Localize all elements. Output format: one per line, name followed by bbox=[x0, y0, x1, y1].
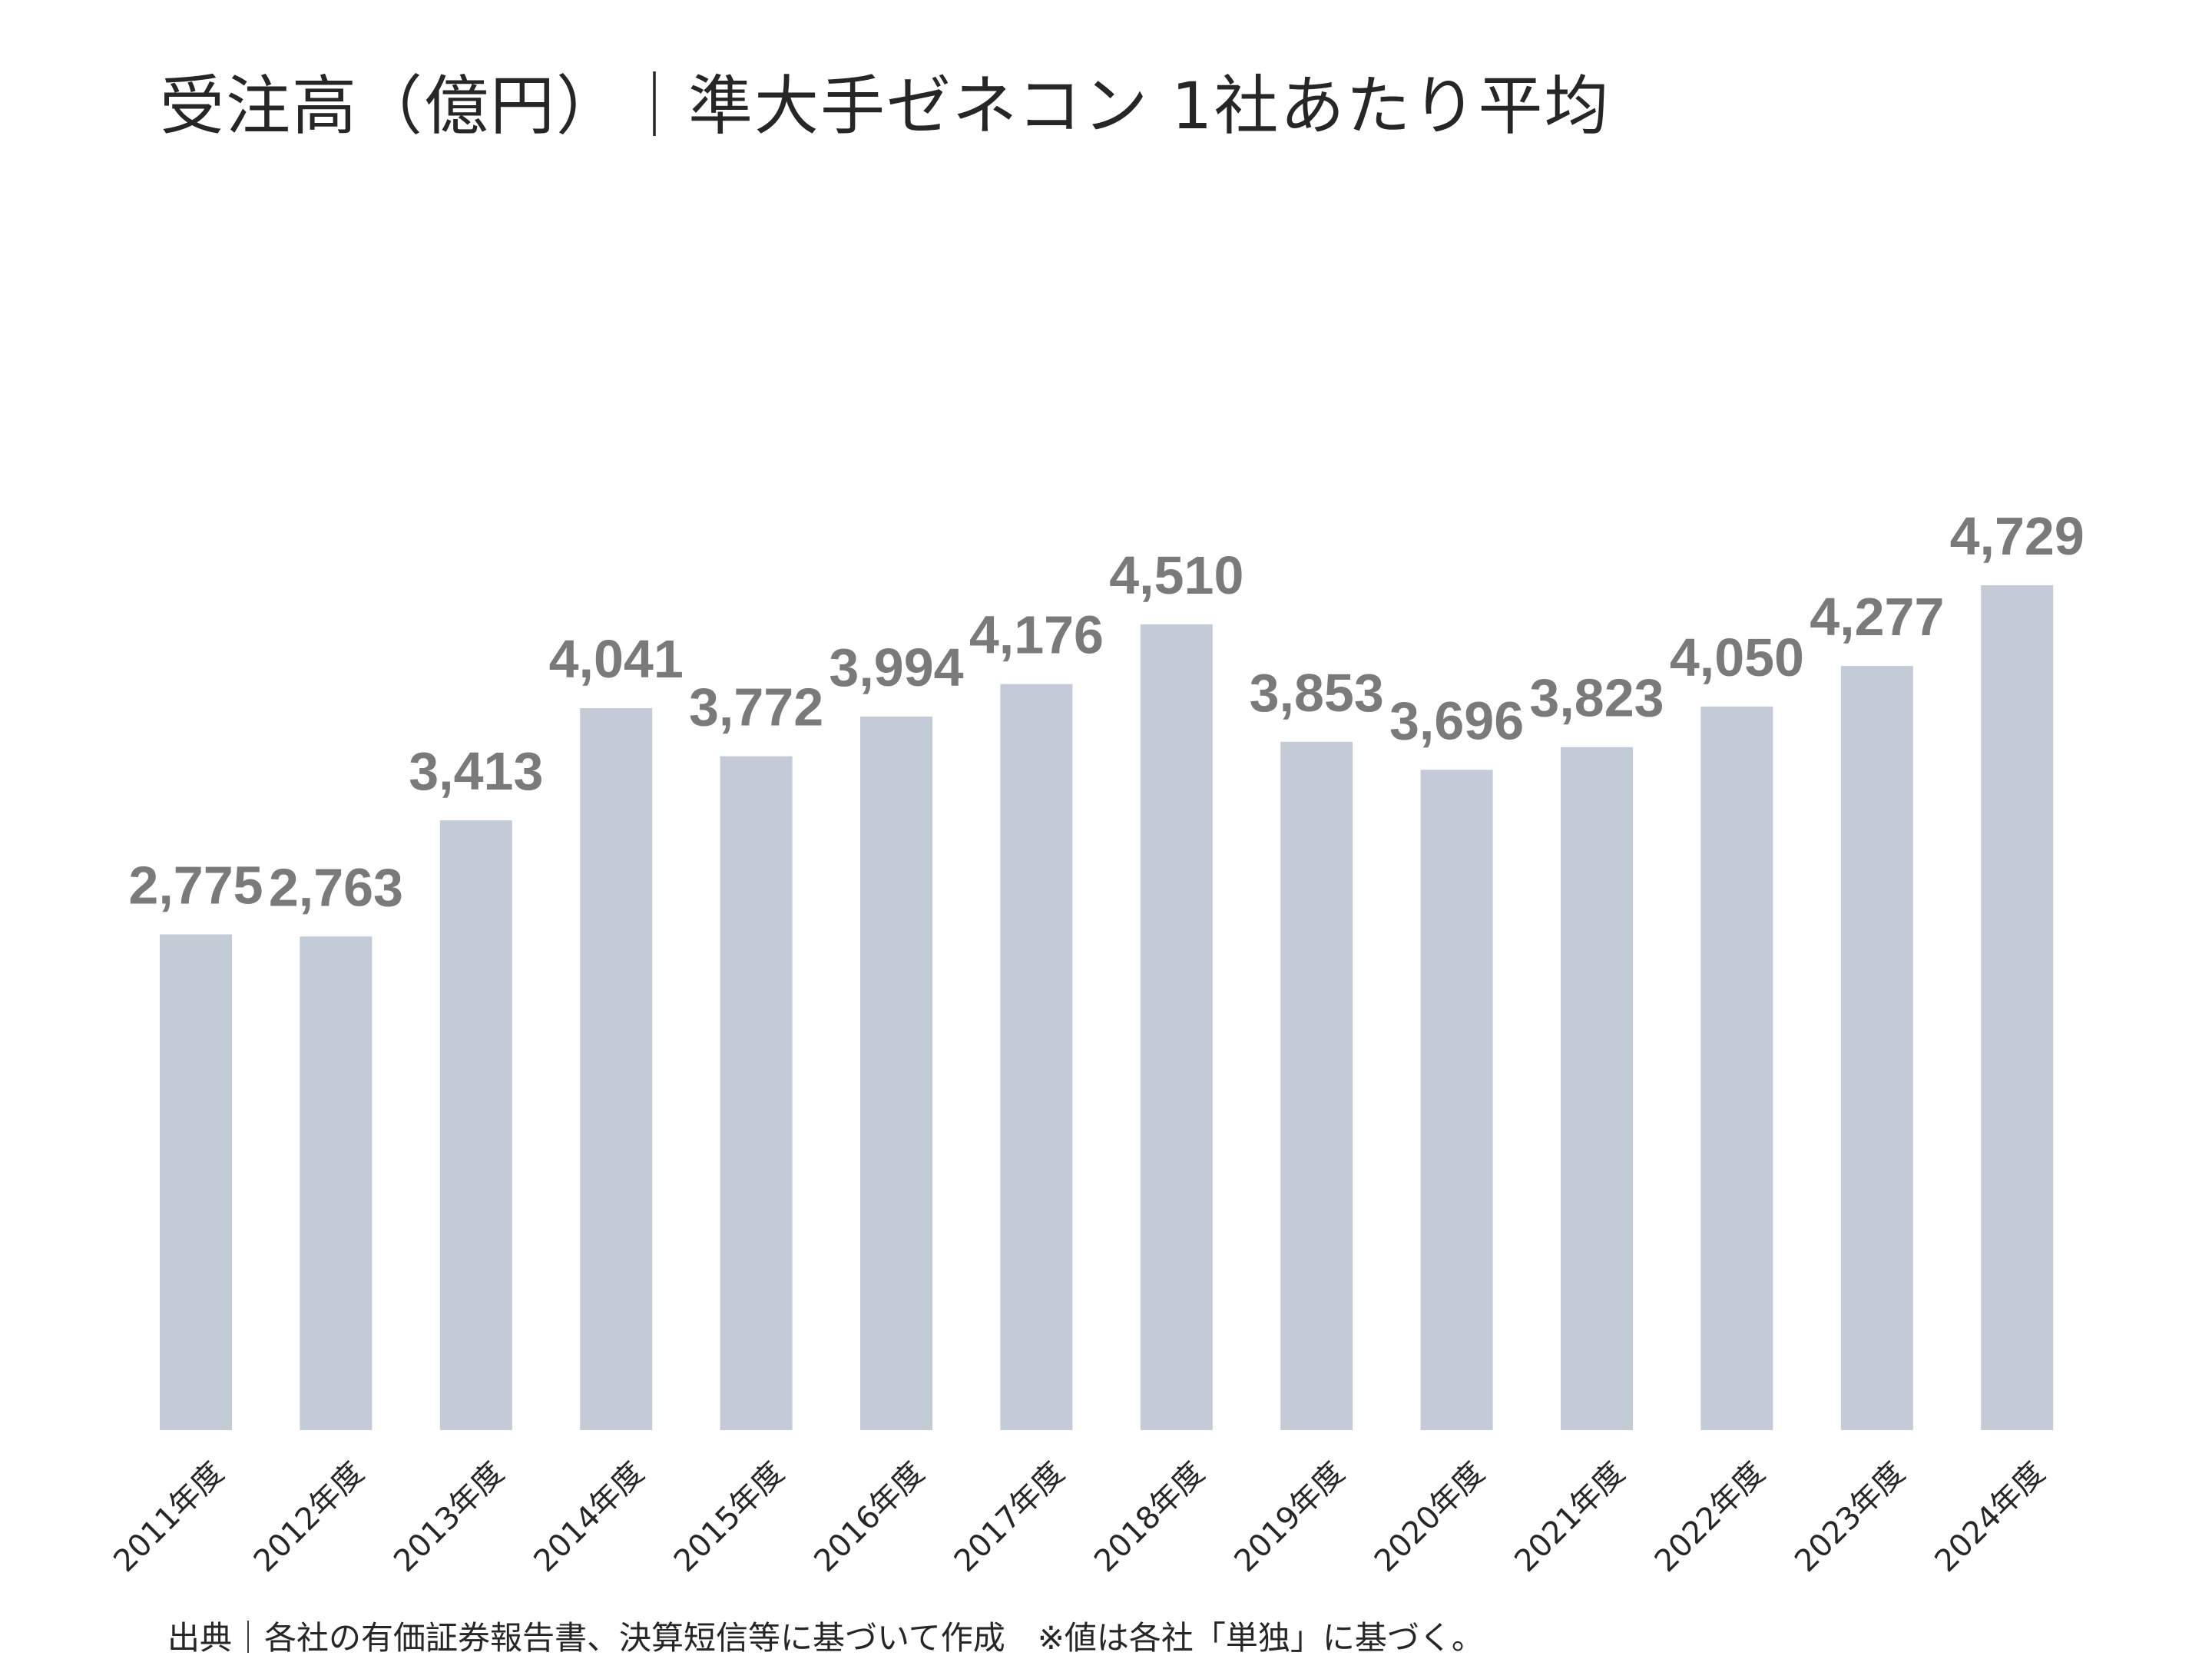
x-tick-label: 2019年度 bbox=[1228, 1455, 1352, 1579]
value-label: 4,510 bbox=[1109, 545, 1243, 605]
bar-2024年度 bbox=[1981, 585, 2054, 1430]
value-label: 2,763 bbox=[269, 857, 403, 917]
x-tick-label: 2015年度 bbox=[667, 1455, 791, 1579]
bar-2021年度 bbox=[1561, 747, 1633, 1430]
bar-2018年度 bbox=[1140, 624, 1213, 1430]
value-label: 4,176 bbox=[969, 605, 1104, 665]
x-tick-label: 2011年度 bbox=[107, 1455, 230, 1579]
bars-group bbox=[160, 585, 2054, 1430]
x-tick-label: 2013年度 bbox=[387, 1455, 511, 1579]
x-tick-label: 2022年度 bbox=[1648, 1455, 1772, 1579]
source-note: 出典｜各社の有価証券報告書、決算短信等に基づいて作成 ※値は各社「単独」に基づく… bbox=[167, 1619, 1484, 1657]
x-tick-label: 2017年度 bbox=[948, 1455, 1071, 1579]
bar-2023年度 bbox=[1840, 666, 1913, 1430]
x-tick-label: 2018年度 bbox=[1088, 1455, 1211, 1579]
bar-2012年度 bbox=[300, 936, 373, 1430]
bar-2016年度 bbox=[860, 717, 932, 1430]
value-label: 3,696 bbox=[1389, 690, 1524, 750]
x-tick-label: 2023年度 bbox=[1788, 1455, 1912, 1579]
value-label: 4,277 bbox=[1810, 587, 1944, 647]
chart-title: 受注高（億円）｜準大手ゼネコン 1社あたり平均 bbox=[160, 68, 1611, 144]
bar-2020年度 bbox=[1420, 770, 1493, 1430]
bar-2019年度 bbox=[1280, 741, 1353, 1430]
value-label: 2,775 bbox=[128, 856, 263, 916]
bar-2014年度 bbox=[580, 708, 653, 1430]
bar-2011年度 bbox=[160, 934, 232, 1430]
bar-2013年度 bbox=[439, 820, 512, 1430]
value-label: 3,853 bbox=[1250, 663, 1384, 723]
x-axis-tick-labels: 2011年度 2012年度 2013年度 2014年度 2015年度 2016年度 2017… bbox=[107, 1455, 2051, 1579]
value-label: 3,823 bbox=[1529, 668, 1664, 728]
x-tick-label: 2024年度 bbox=[1929, 1455, 2052, 1579]
value-label: 4,729 bbox=[1950, 506, 2085, 566]
x-tick-label: 2020年度 bbox=[1368, 1455, 1492, 1579]
x-tick-label: 2012年度 bbox=[247, 1455, 371, 1579]
bar-2015年度 bbox=[720, 756, 793, 1430]
x-tick-label: 2014年度 bbox=[528, 1455, 651, 1579]
x-tick-label: 2016年度 bbox=[807, 1455, 931, 1579]
bar-2017年度 bbox=[1000, 684, 1073, 1430]
value-label: 4,041 bbox=[549, 629, 684, 689]
value-label: 3,772 bbox=[689, 677, 823, 737]
x-tick-label: 2021年度 bbox=[1508, 1455, 1631, 1579]
value-label: 3,994 bbox=[829, 637, 963, 697]
value-label: 4,050 bbox=[1670, 628, 1804, 687]
bar-2022年度 bbox=[1700, 706, 1773, 1430]
value-label: 3,413 bbox=[409, 741, 543, 801]
value-labels-group: 2,775 2,7633,4134,0413,7723,9944,1764,510… bbox=[128, 506, 2084, 917]
